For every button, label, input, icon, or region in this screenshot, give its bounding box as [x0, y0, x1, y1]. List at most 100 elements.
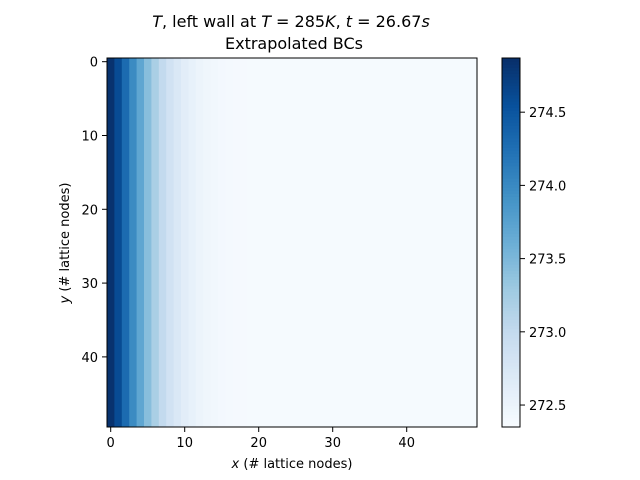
colorbar-tick-label: 272.5: [529, 399, 566, 414]
colorbar-step: [502, 285, 520, 290]
colorbar-tick-label: 274.0: [529, 179, 566, 194]
colorbar-step: [502, 159, 520, 164]
x-tick-label: 10: [176, 436, 193, 451]
x-tick-label: 20: [250, 436, 267, 451]
colorbar-step: [502, 64, 520, 68]
y-axis-ticks: 0 10 20 30 40: [81, 56, 107, 366]
colorbar-step: [502, 239, 520, 244]
colorbar-step: [502, 310, 520, 314]
colorbar-step: [502, 101, 520, 105]
heatmap-column: [181, 58, 189, 427]
colorbar-step: [502, 184, 520, 188]
colorbar-step: [502, 356, 520, 360]
heatmap-column: [469, 58, 478, 427]
colorbar-step: [502, 220, 520, 225]
colorbar-step: [502, 85, 520, 90]
colorbar-step: [502, 353, 520, 357]
colorbar-step: [502, 399, 520, 403]
plot-frame: [106, 57, 478, 428]
heatmap-column: [403, 58, 411, 427]
colorbar-step: [502, 383, 520, 388]
colorbar-step: [502, 144, 520, 148]
colorbar-step: [502, 242, 520, 247]
colorbar-step: [502, 402, 520, 407]
colorbar-step: [502, 343, 520, 348]
y-tick-label: 30: [81, 277, 98, 292]
colorbar-step: [502, 211, 520, 216]
colorbar-step: [502, 267, 520, 271]
colorbar-step: [502, 190, 520, 194]
colorbar-step: [502, 251, 520, 256]
colorbar-step: [502, 88, 520, 93]
heatmap-column: [440, 58, 448, 427]
colorbar-step: [502, 162, 520, 167]
colorbar-step: [502, 371, 520, 376]
heatmap-column: [166, 58, 175, 427]
colorbar-step: [502, 288, 520, 293]
colorbar-step: [502, 61, 520, 65]
heatmap-column: [299, 58, 308, 427]
colorbar-step: [502, 174, 520, 179]
colorbar-step: [502, 420, 520, 425]
colorbar-step: [502, 260, 520, 265]
colorbar-tick-label: 273.0: [529, 326, 566, 341]
colorbar-step: [502, 390, 520, 394]
colorbar-step: [502, 405, 520, 410]
x-tick-label: 0: [107, 436, 115, 451]
heatmap-column: [380, 58, 389, 427]
colorbar-step: [502, 134, 520, 139]
colorbar-step: [502, 196, 520, 201]
heatmap-column: [358, 58, 367, 427]
heatmap-column: [114, 58, 123, 427]
heatmap-column: [277, 58, 286, 427]
colorbar-step: [502, 107, 520, 111]
colorbar-step: [502, 147, 520, 151]
y-tick-label: 10: [81, 129, 98, 144]
colorbar-step: [502, 70, 520, 74]
colorbar-step: [502, 307, 520, 311]
colorbar-step: [502, 82, 520, 87]
colorbar-step: [502, 248, 520, 253]
heatmap-column: [195, 58, 204, 427]
colorbar-step: [502, 58, 520, 62]
heatmap-column: [462, 58, 471, 427]
colorbar-step: [502, 359, 520, 364]
colorbar-step: [502, 362, 520, 367]
heatmap-column: [232, 58, 241, 427]
heatmap-column: [247, 58, 256, 427]
colorbar-step: [502, 193, 520, 197]
colorbar-step: [502, 128, 520, 133]
colorbar-step: [502, 233, 520, 237]
colorbar-step: [502, 254, 520, 259]
heatmap-column: [136, 58, 145, 427]
colorbar-step: [502, 368, 520, 373]
colorbar-step: [502, 205, 520, 210]
colorbar-step: [502, 131, 520, 136]
colorbar-step: [502, 141, 520, 145]
y-axis-label: y (# lattice nodes): [58, 183, 73, 305]
colorbar-step: [502, 208, 520, 213]
colorbar-step: [502, 156, 520, 161]
colorbar-ticks: 272.5 273.0 273.5 274.0 274.5: [520, 106, 566, 414]
heatmap-column: [373, 58, 382, 427]
colorbar-step: [502, 282, 520, 287]
colorbar-step: [502, 199, 520, 204]
colorbar-step: [502, 291, 520, 296]
colorbar-step: [502, 316, 520, 320]
heatmap-column: [395, 58, 404, 427]
colorbar-step: [502, 113, 520, 118]
heatmap-column: [306, 58, 315, 427]
heatmap-column: [417, 58, 426, 427]
heatmap-column: [410, 58, 419, 427]
heatmap-column: [425, 58, 434, 427]
colorbar-step: [502, 73, 520, 78]
colorbar-step: [502, 423, 520, 428]
colorbar-step: [502, 328, 520, 333]
colorbar-tick-label: 273.5: [529, 253, 566, 268]
colorbar-step: [502, 393, 520, 397]
heatmap-column: [107, 58, 115, 427]
heatmap-column: [269, 58, 278, 427]
colorbar-step: [502, 227, 520, 231]
colorbar-step: [502, 396, 520, 400]
